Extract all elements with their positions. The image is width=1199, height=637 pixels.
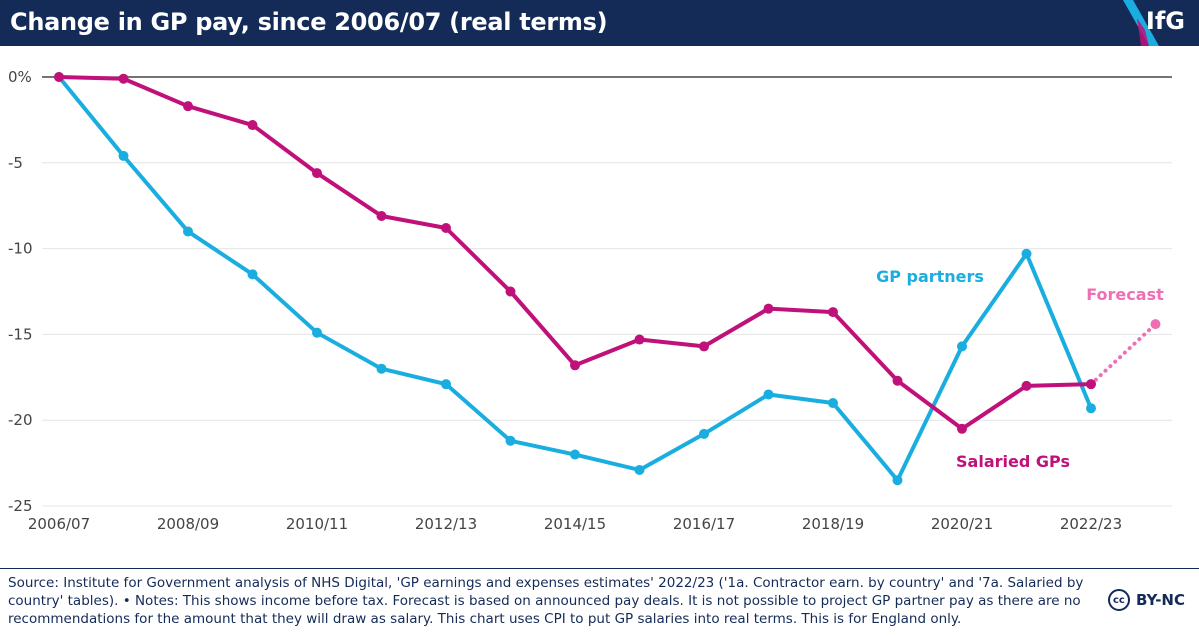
data-point-salaried-gps [570, 360, 580, 371]
data-point-gp-partners [1086, 403, 1096, 414]
y-tick-label: -5 [8, 154, 23, 172]
license-badge: cc BY-NC [1107, 589, 1185, 611]
x-tick-label: 2020/21 [931, 515, 993, 533]
y-tick-label: -15 [8, 325, 33, 343]
source-note: Source: Institute for Government analysi… [8, 575, 1084, 627]
data-point-gp-partners [441, 379, 451, 390]
data-point-salaried-gps [634, 334, 645, 345]
data-point-salaried-gps [441, 223, 451, 234]
x-tick-label: 2016/17 [673, 515, 735, 533]
data-point-salaried-gps [247, 120, 258, 131]
data-points [54, 72, 1161, 486]
x-tick-label: 2010/11 [286, 515, 348, 533]
chart-title: Change in GP pay, since 2006/07 (real te… [10, 8, 608, 36]
data-point-gp-partners [183, 226, 193, 237]
data-point-gp-partners [247, 269, 258, 280]
x-tick-label: 2008/09 [157, 515, 219, 533]
ifg-logo: IfG [1145, 7, 1185, 35]
x-tick-label: 2022/23 [1060, 515, 1122, 533]
series-line-forecast [1089, 322, 1158, 387]
series-label-gp-partners: GP partners [876, 267, 984, 286]
data-point-gp-partners [312, 327, 322, 338]
data-point-gp-partners [763, 389, 774, 400]
data-point-salaried-gps [699, 341, 709, 352]
x-tick-label: 2014/15 [544, 515, 606, 533]
data-point-gp-partners [957, 341, 967, 352]
data-point-gp-partners [118, 150, 129, 161]
series-label-salaried-gps: Salaried GPs [956, 452, 1070, 471]
footer-divider [0, 568, 1199, 569]
x-tick-label: 2006/07 [28, 515, 90, 533]
data-point-salaried-gps [376, 210, 387, 221]
data-point-salaried-gps [54, 72, 64, 82]
data-point-salaried-gps [957, 423, 967, 434]
y-tick-label: -20 [8, 411, 33, 429]
creative-commons-icon: cc [1107, 589, 1130, 611]
data-point-salaried-gps [763, 303, 774, 314]
x-tick-label: 2018/19 [802, 515, 864, 533]
data-point-gp-partners [634, 464, 645, 475]
data-point-gp-partners [699, 428, 709, 439]
data-point-gp-partners [570, 449, 580, 460]
license-text: BY-NC [1135, 591, 1185, 609]
y-tick-label: -10 [8, 240, 33, 258]
data-point-gp-partners [376, 363, 387, 374]
series-label-forecast: Forecast [1086, 285, 1164, 304]
y-tick-label: 0% [8, 68, 32, 86]
data-point-salaried-gps [1021, 380, 1032, 391]
data-point-gp-partners [892, 475, 903, 486]
data-point-salaried-gps [312, 168, 322, 179]
data-point-gp-partners [505, 435, 516, 446]
data-point-salaried-gps [183, 101, 193, 112]
data-point-salaried-gps [1086, 379, 1096, 390]
data-point-salaried-gps [505, 286, 516, 297]
data-point-forecast [1150, 319, 1161, 330]
x-axis: 2006/07 2008/09 2010/11 2012/13 2014/15 2016/… [28, 515, 1122, 533]
y-axis: 0% -5 -10 -15 -20 -25 [8, 68, 33, 515]
line-chart: 0%-5-10-15-20-25 2006/07 2008/09 2010/11 20… [8, 68, 1172, 533]
grid-lines [42, 76, 1172, 507]
data-point-gp-partners [1021, 248, 1032, 259]
logo-stripe-icon [1123, 0, 1159, 46]
x-tick-label: 2012/13 [415, 515, 477, 533]
data-point-gp-partners [828, 398, 838, 409]
data-point-salaried-gps [892, 375, 903, 386]
series-line-salaried-gps [57, 75, 1093, 431]
data-point-salaried-gps [118, 73, 129, 84]
chart-header: Change in GP pay, since 2006/07 (real te… [0, 0, 1199, 46]
data-point-salaried-gps [828, 307, 838, 318]
y-tick-label: -25 [8, 497, 33, 515]
